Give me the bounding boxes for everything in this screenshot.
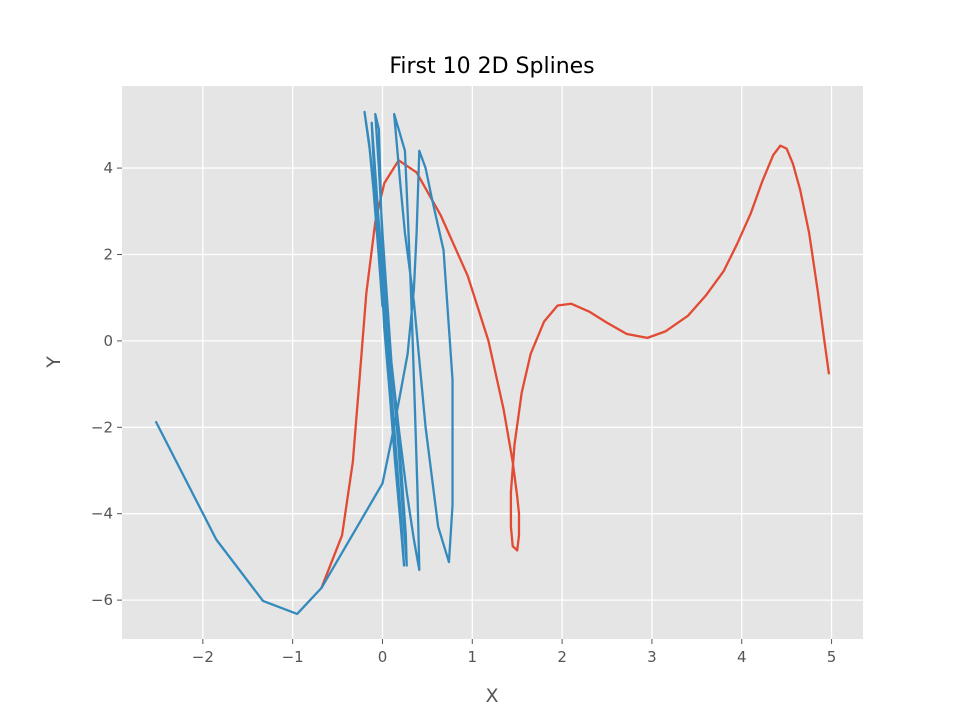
x-tick-label: 5 [827, 648, 837, 666]
grid [122, 86, 863, 639]
y-axis-label: Y [43, 356, 65, 369]
y-tick-label: 0 [103, 332, 113, 350]
x-tick-label: −2 [192, 648, 214, 666]
x-axis-label: X [485, 685, 498, 707]
x-tick-label: 4 [737, 648, 747, 666]
x-tick-label: 0 [378, 648, 388, 666]
y-tick-label: 4 [103, 159, 113, 177]
x-tick-label: 3 [647, 648, 657, 666]
y-tick-label: −4 [91, 505, 113, 523]
x-tick-label: −1 [282, 648, 304, 666]
y-tick-label: −2 [91, 418, 113, 436]
spline-line-1 [320, 144, 831, 590]
series-layer [154, 110, 831, 616]
x-tick-label: 1 [468, 648, 478, 666]
y-tick-label: 2 [103, 245, 113, 263]
x-axis-ticks: −2 −1 0 1 2 3 4 5 [192, 639, 837, 666]
y-axis-ticks: −6 −4 −2 0 2 4 [91, 159, 122, 609]
y-tick-label: −6 [91, 591, 113, 609]
spline-line-2 [154, 110, 454, 616]
chart-title: First 10 2D Splines [389, 54, 594, 79]
x-tick-label: 2 [557, 648, 567, 666]
